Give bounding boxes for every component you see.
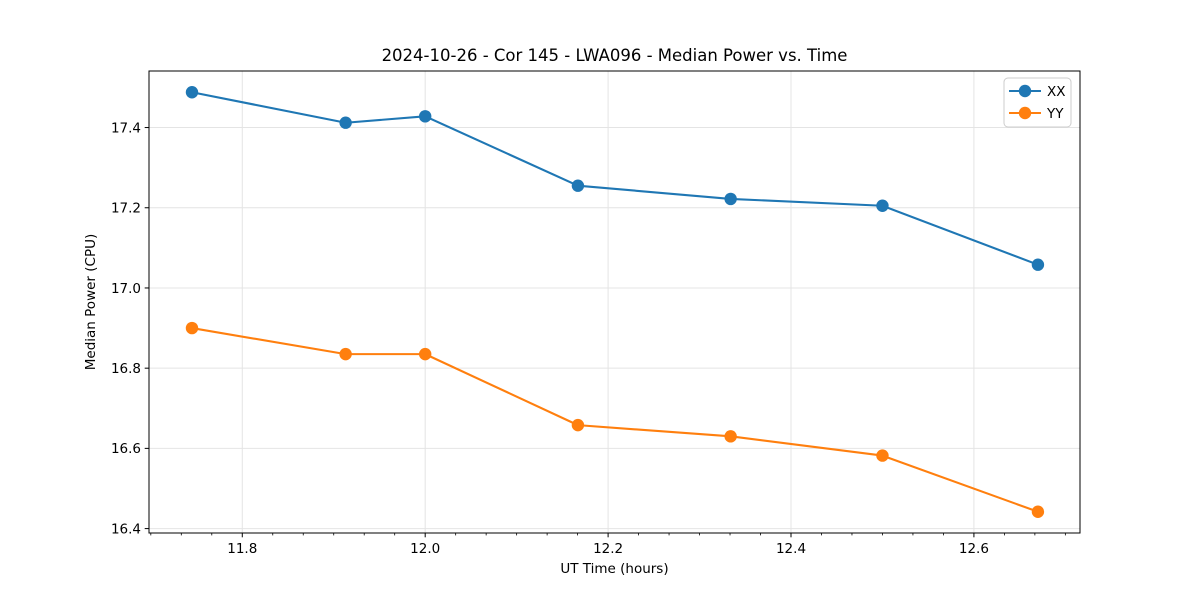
x-tick-label: 11.8 [227, 541, 257, 557]
grid [149, 71, 1080, 533]
y-tick-label: 16.6 [111, 441, 141, 457]
series-XX [185, 86, 1045, 271]
y-tick-label: 17.2 [111, 201, 141, 217]
series-layer [185, 86, 1045, 518]
series-YY-marker [724, 430, 737, 443]
series-XX-marker [876, 199, 889, 212]
y-tick-label: 16.4 [111, 521, 141, 537]
y-tick-label: 16.8 [111, 361, 141, 377]
axes [144, 70, 1081, 538]
series-XX-marker [1031, 258, 1045, 271]
series-XX-marker [724, 192, 737, 206]
tick-labels: 11.8 12.0 12.2 12.4 12.6 16.4 16.6 16.8 17.0 17.2… [111, 120, 989, 557]
y-tick-label: 17.4 [111, 120, 141, 136]
x-tick-label: 12.0 [410, 541, 440, 557]
series-XX-marker [185, 86, 199, 99]
x-axis-label: UT Time (hours) [560, 561, 668, 577]
series-YY-marker [339, 347, 352, 361]
x-tick-label: 12.6 [959, 541, 989, 557]
series-XX-line [190, 91, 1039, 266]
x-tick-label: 12.2 [593, 541, 623, 557]
legend-label-XX: XX [1047, 84, 1066, 100]
legend: XX YY [1003, 77, 1072, 128]
legend-marker-YY [1018, 106, 1032, 120]
legend-marker-XX [1018, 84, 1032, 98]
series-YY-marker [571, 418, 585, 432]
series-XX-marker [418, 110, 432, 123]
y-tick-label: 17.0 [111, 281, 141, 297]
legend-label-YY: YY [1046, 106, 1064, 122]
series-YY-marker [1031, 505, 1045, 518]
plot-border [148, 70, 1081, 534]
chart-title: 2024-10-26 - Cor 145 - LWA096 - Median P… [382, 46, 848, 65]
series-XX-marker [571, 179, 585, 192]
series-XX-marker [339, 116, 352, 129]
series-YY-line [190, 327, 1039, 513]
series-YY [185, 321, 1045, 518]
x-tick-label: 12.4 [776, 541, 806, 557]
series-YY-marker [185, 321, 199, 335]
y-axis-label: Median Power (CPU) [83, 234, 99, 370]
series-YY-marker [876, 449, 889, 462]
series-YY-marker [418, 347, 432, 361]
